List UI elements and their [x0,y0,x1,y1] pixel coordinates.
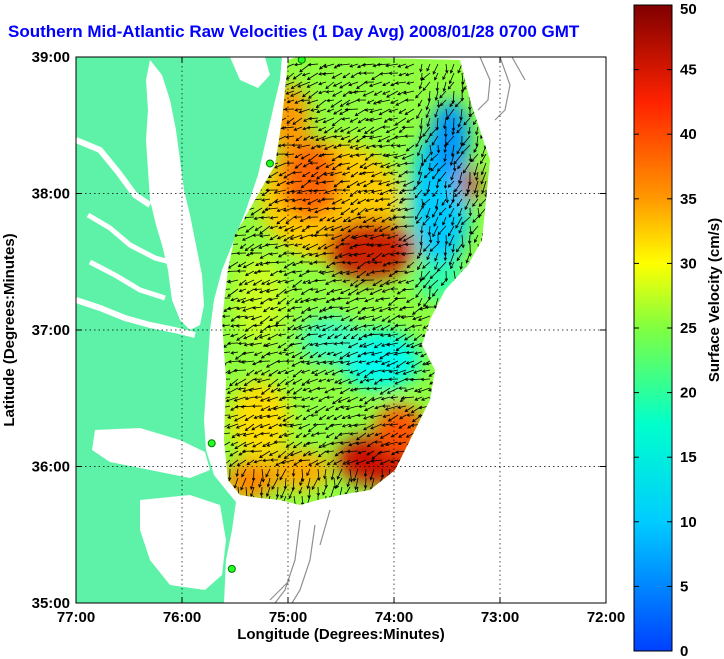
x-tick-label: 72:00 [587,609,625,626]
colorbar-tick-label: 20 [680,385,697,402]
station-marker [227,564,236,573]
rappahannock-river [86,212,171,265]
colorbar-tick-label: 25 [680,320,697,337]
potomac-river [76,137,152,208]
y-tick-label: 39:00 [32,49,70,66]
colorbar-label: Surface Velocity (cm/s) [706,218,723,382]
delaware-bay [230,57,270,88]
y-tick-label: 36:00 [32,459,70,476]
albemarle-sound [92,428,210,478]
x-tick-label: 73:00 [481,609,519,626]
x-axis-label: Longitude (Degrees:Minutes) [237,626,445,643]
grid-lines [76,57,606,603]
y-tick-label: 37:00 [32,322,70,339]
colorbar: 50 45 40 35 30 25 20 15 10 5 0 Surface V… [633,1,723,659]
map-title: Southern Mid-Atlantic Raw Velocities (1 … [8,22,580,41]
colorbar-tick-label: 10 [680,514,697,531]
station-marker [297,57,306,64]
pamlico-sound [140,495,226,590]
james-river [76,297,196,338]
colorbar-tick-label: 40 [680,126,697,143]
colorbar-scale [633,4,673,652]
bathymetry-contours [269,57,526,603]
colorbar-tick-label: 15 [680,449,697,466]
colorbar-tick-label: 50 [680,1,697,18]
york-river [88,259,166,301]
station-markers [207,57,306,573]
axis-tick-marks [75,56,607,604]
colorbar-tick-label: 0 [680,643,688,659]
colorbar-tick-label: 30 [680,255,697,272]
x-tick-label: 76:00 [163,609,201,626]
y-axis-label: Latitude (Degrees:Minutes) [1,233,18,426]
colorbar-tick-label: 5 [680,578,688,595]
x-tick-label: 77:00 [57,609,95,626]
station-marker [207,439,216,448]
x-tick-label: 75:00 [269,609,307,626]
colorbar-tick-label: 35 [680,191,697,208]
y-tick-label: 38:00 [32,186,70,203]
x-tick-label: 74:00 [375,609,413,626]
x-axis-ticks: 77:00 76:00 75:00 74:00 73:00 72:00 [57,609,625,626]
chesapeake-bay [146,60,204,330]
y-axis-ticks: 39:00 38:00 37:00 36:00 35:00 [32,49,70,612]
map-plot-area [76,57,606,603]
station-marker [265,159,274,168]
y-tick-label: 35:00 [32,595,70,612]
colorbar-tick-label: 45 [680,62,697,79]
